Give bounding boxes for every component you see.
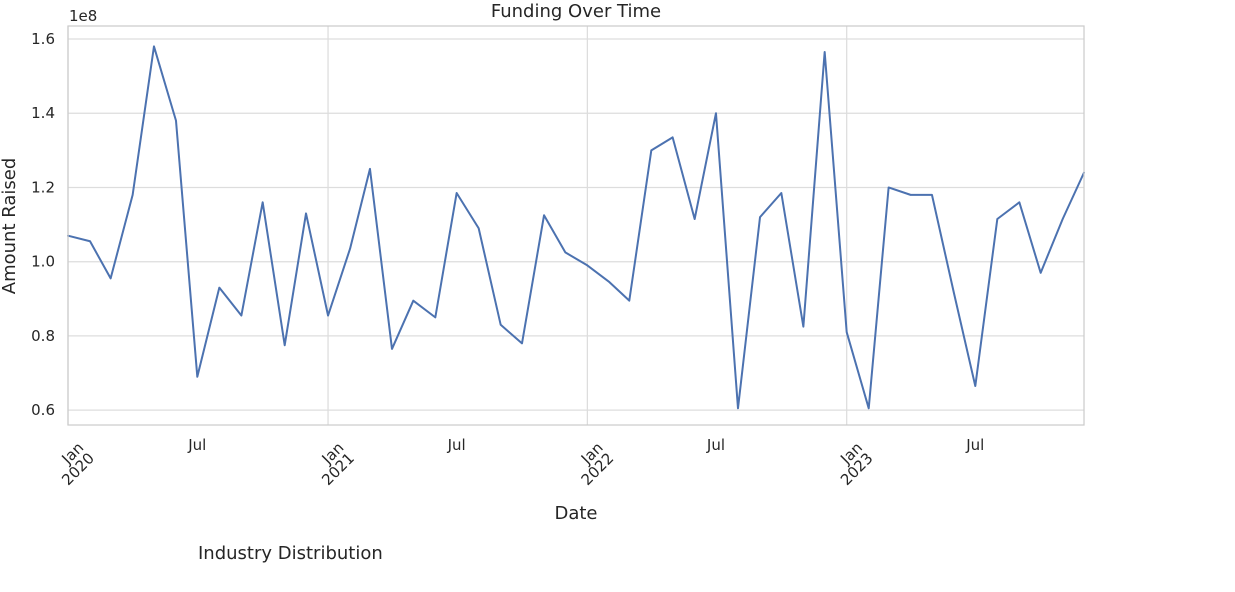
x-axis-title: Date: [554, 503, 597, 524]
y-tick-label: 1.6: [31, 30, 55, 48]
x-tick-label: Jul: [447, 436, 466, 454]
y-scale-label: 1e8: [69, 7, 97, 25]
x-tick-label: Jul: [706, 436, 725, 454]
y-axis-ticks: 0.6 0.8 1.0 1.2 1.4 1.6: [31, 30, 55, 419]
y-tick-label: 0.6: [31, 401, 55, 419]
plot-area: [68, 26, 1084, 425]
x-tick-label: Jan2023: [826, 439, 876, 489]
chart-title: Funding Over Time: [491, 1, 661, 22]
y-tick-label: 0.8: [31, 327, 55, 345]
y-axis-title: Amount Raised: [0, 158, 20, 294]
x-axis-ticks: Jan2020 Jul Jan2021 Jul Jan2022 Jul Jan2023 Jul: [48, 436, 985, 489]
x-tick-label: Jul: [187, 436, 206, 454]
industry-distribution-title: Industry Distribution: [198, 543, 383, 564]
y-tick-label: 1.2: [31, 178, 55, 196]
y-tick-label: 1.4: [31, 104, 55, 122]
x-tick-label: Jul: [965, 436, 984, 454]
x-tick-label: Jan2022: [567, 439, 617, 489]
x-tick-label: Jan2020: [48, 439, 98, 489]
y-tick-label: 1.0: [31, 253, 55, 271]
x-tick-label: Jan2021: [308, 439, 358, 489]
